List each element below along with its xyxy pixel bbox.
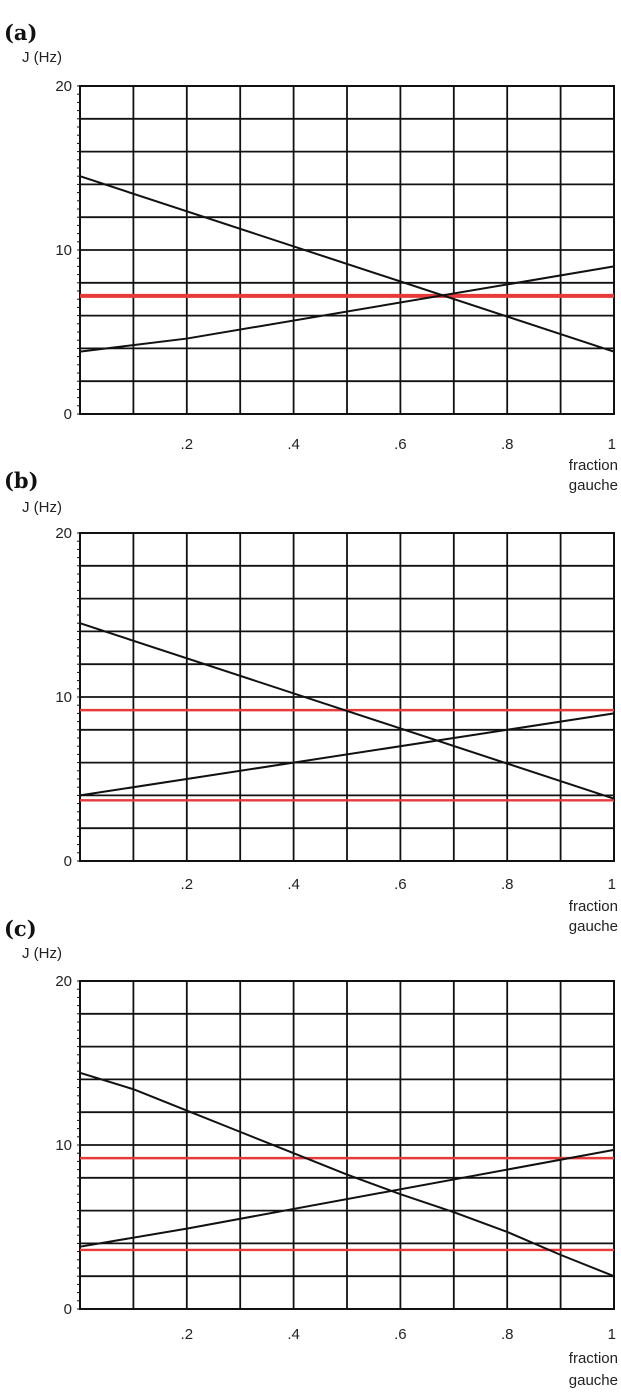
y-axis-title: J (Hz)	[22, 499, 62, 516]
x-axis-title-line-2: gauche	[569, 918, 618, 935]
y-tick-label: 20	[55, 78, 72, 95]
panel-label: (a)	[4, 20, 37, 45]
x-axis-title-line-2: gauche	[569, 1372, 618, 1389]
x-tick-label: .4	[287, 1326, 300, 1343]
x-tick-label: .8	[501, 876, 514, 893]
y-tick-label: 10	[55, 689, 72, 706]
x-axis-title-line-1: fraction	[569, 457, 618, 474]
chart-panel-1: (a) J (Hz) 0 10 20 .2 .4 .6 .8 1 fraction gauche	[4, 20, 618, 494]
x-tick-label: .6	[394, 436, 407, 453]
y-axis-title: J (Hz)	[22, 49, 62, 66]
chart-panel-3: (c) J (Hz) 0 10 20 .2 .4 .6 .8 1 fraction gauche	[4, 916, 618, 1389]
x-tick-label: .2	[181, 1326, 194, 1343]
x-tick-label: .8	[501, 1326, 514, 1343]
x-axis-title-line-1: fraction	[569, 1350, 618, 1367]
y-tick-label: 0	[64, 406, 72, 423]
x-tick-label: .6	[394, 876, 407, 893]
y-tick-label: 0	[64, 1301, 72, 1318]
x-tick-label: 1	[608, 1326, 616, 1343]
x-tick-label: .4	[287, 436, 300, 453]
x-axis-title-line-2: gauche	[569, 477, 618, 494]
x-tick-label: 1	[608, 436, 616, 453]
y-tick-label: 20	[55, 525, 72, 542]
y-tick-label: 10	[55, 242, 72, 259]
y-tick-label: 0	[64, 853, 72, 870]
chart-panel-2: (b) J (Hz) 0 10 20 .2 .4 .6 .8 1 fraction gauche	[4, 468, 618, 935]
x-axis-title-line-1: fraction	[569, 898, 618, 915]
x-tick-label: .2	[181, 876, 194, 893]
panel-label: (c)	[4, 916, 37, 941]
x-tick-label: .2	[181, 436, 194, 453]
x-tick-label: 1	[608, 876, 616, 893]
x-tick-label: .8	[501, 436, 514, 453]
y-tick-label: 20	[55, 973, 72, 990]
panel-label: (b)	[4, 468, 39, 493]
x-tick-label: .6	[394, 1326, 407, 1343]
y-tick-label: 10	[55, 1137, 72, 1154]
y-axis-title: J (Hz)	[22, 945, 62, 962]
x-tick-label: .4	[287, 876, 300, 893]
